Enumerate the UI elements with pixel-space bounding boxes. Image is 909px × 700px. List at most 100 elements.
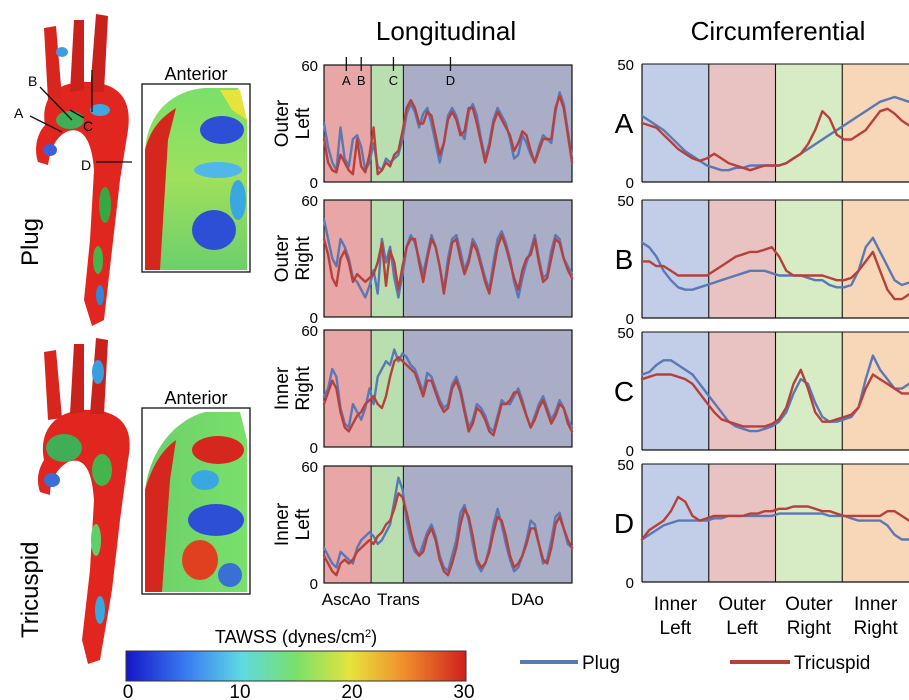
plug-marker-lines <box>29 70 132 163</box>
inset-label-tricuspid: Anterior <box>164 388 227 408</box>
marker-d-label: D <box>81 157 91 173</box>
colorbar-tick: 30 <box>453 682 474 700</box>
colorbar-tick: 10 <box>229 682 250 700</box>
y-axis-label-line2: Left <box>293 508 314 540</box>
y-tick-label: 0 <box>626 311 634 328</box>
y-tick-label: 60 <box>301 193 318 210</box>
y-tick-label: 0 <box>310 175 318 192</box>
region-dao <box>403 65 572 182</box>
sector-inner-right <box>842 64 909 182</box>
location-marker-label: C <box>389 73 398 88</box>
location-marker-label: B <box>357 73 366 88</box>
longitudinal-chart-inner-left: 60 0 Inner Left AscAo Trans DAo <box>272 459 574 609</box>
tricuspid-aorta-model <box>37 338 130 664</box>
location-marker-label: D <box>446 73 455 88</box>
series-line-tricuspid <box>322 94 574 176</box>
y-tick-label: 60 <box>301 459 318 476</box>
y-tick-label: 60 <box>301 58 318 75</box>
marker-a-label: A <box>14 105 24 121</box>
circumferential-chart-a: 50 0 A <box>615 57 909 192</box>
y-tick-label: 0 <box>310 440 318 457</box>
series-line-tricuspid <box>322 492 574 577</box>
plug-aorta-model <box>36 14 129 326</box>
longitudinal-title: Longitudinal <box>376 16 516 46</box>
x-sector-label-line1: Inner <box>854 594 898 615</box>
region-dao <box>403 200 572 317</box>
x-sector-label-line2: Left <box>660 618 692 639</box>
y-axis-label-line2: Left <box>293 107 314 139</box>
row-location-label: A <box>615 108 634 139</box>
y-tick-label: 50 <box>617 193 634 210</box>
row-location-label: C <box>614 376 634 407</box>
colorbar-title: TAWSS (dynes/cm2) <box>215 627 377 647</box>
plot-frame <box>323 199 573 318</box>
sector-outer-left <box>708 464 776 582</box>
circumferential-chart-b: 50 0 B <box>615 193 909 328</box>
sector-outer-right <box>775 200 843 318</box>
row-location-label: D <box>614 508 634 539</box>
marker-b-label: B <box>28 73 37 89</box>
sector-outer-left <box>708 332 776 450</box>
colorbar <box>125 650 467 682</box>
y-tick-label: 0 <box>626 575 634 592</box>
y-axis-label-line1: Inner <box>272 366 293 410</box>
legend-tricuspid-label: Tricuspid <box>794 653 870 674</box>
series-line-tricuspid <box>322 356 574 437</box>
x-sector-label-line1: Outer <box>718 594 766 615</box>
plot-frame <box>323 465 573 584</box>
row-location-label: B <box>615 244 634 275</box>
inset-label-plug: Anterior <box>164 64 227 84</box>
legend: Plug Tricuspid <box>520 653 870 674</box>
longitudinal-chart-outer-right: 60 0 Outer Right <box>272 193 574 327</box>
series-line-plug <box>640 354 909 433</box>
sector-inner-right <box>842 464 909 582</box>
colorbar-tick: 0 <box>123 682 134 700</box>
plot-frame <box>323 329 573 448</box>
location-marker-label: A <box>342 73 351 88</box>
sector-inner-left <box>642 464 709 582</box>
x-region-label: AscAo <box>322 590 371 609</box>
y-axis-label-line2: Right <box>293 236 314 281</box>
sector-outer-left <box>708 64 776 182</box>
sector-inner-left <box>642 200 709 318</box>
colorbar-tick: 20 <box>341 682 362 700</box>
longitudinal-chart-inner-right: 60 0 Inner Right <box>272 323 574 457</box>
y-tick-label: 0 <box>310 576 318 593</box>
x-sector-label-line2: Right <box>787 618 832 639</box>
x-sector-label-line2: Right <box>853 618 898 639</box>
y-axis-label-line1: Inner <box>272 502 293 546</box>
y-tick-label: 60 <box>301 323 318 340</box>
series-line-tricuspid <box>640 368 909 428</box>
x-sector-label-line2: Left <box>726 618 758 639</box>
y-tick-label: 50 <box>617 57 634 74</box>
x-sector-label-line1: Inner <box>654 594 698 615</box>
row-label-plug: Plug <box>17 218 44 266</box>
y-axis-label-line1: Outer <box>272 99 293 147</box>
series-line-plug <box>322 476 574 573</box>
circumferential-chart-d: 50 0 D Inner Left Outer Left Outer Right Inner Rig… <box>614 457 909 639</box>
y-tick-label: 50 <box>617 457 634 474</box>
row-label-tricuspid: Tricuspid <box>17 542 44 638</box>
sector-outer-right <box>775 464 843 582</box>
region-dao <box>403 466 572 583</box>
circumferential-title: Circumferential <box>691 16 866 46</box>
y-tick-label: 50 <box>617 325 634 342</box>
y-tick-label: 0 <box>310 310 318 327</box>
y-tick-label: 0 <box>626 443 634 460</box>
series-line-tricuspid <box>640 245 909 301</box>
sector-outer-left <box>708 200 776 318</box>
y-axis-label-line1: Outer <box>272 234 293 282</box>
y-axis-label-line2: Right <box>293 366 314 411</box>
series-line-tricuspid <box>640 107 909 172</box>
tricuspid-inset-surface <box>145 412 247 592</box>
series-line-plug <box>640 512 909 541</box>
x-region-label: DAo <box>511 590 544 609</box>
y-tick-label: 0 <box>626 175 634 192</box>
x-region-label: Trans <box>377 590 420 609</box>
legend-plug-label: Plug <box>582 653 620 674</box>
marker-c-label: C <box>83 118 93 134</box>
x-sector-label-line1: Outer <box>785 594 833 615</box>
plug-inset-surface <box>145 88 247 270</box>
series-line-tricuspid <box>640 495 909 541</box>
